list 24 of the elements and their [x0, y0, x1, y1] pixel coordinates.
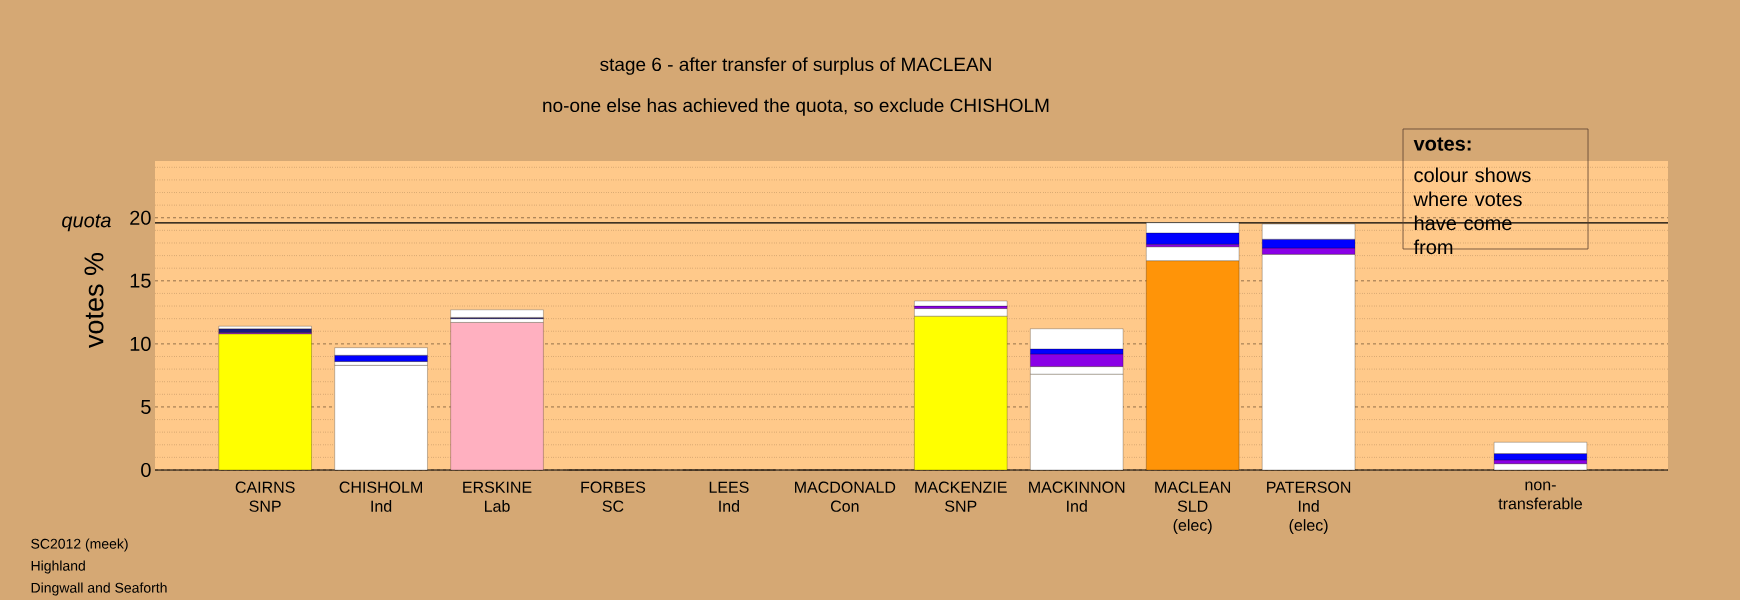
y-tick-label: 10 — [130, 336, 151, 351]
x-tick-label: MACKINNON Ind — [1029, 481, 1125, 512]
ref-line-label: quota — [62, 214, 111, 232]
text: SC2012 (meek) — [31, 538, 128, 552]
x-tick-label: CHISHOLM Ind — [339, 481, 422, 512]
x-tick-label: LEES Ind — [709, 481, 749, 512]
x-tick-label: ERSKINE Lab — [463, 481, 532, 512]
y-tick-label: 5 — [141, 399, 151, 414]
text: votes: — [1413, 137, 1471, 151]
x-tick-label: MACLEAN SLD (elec) — [1155, 481, 1231, 535]
y-tick-label: 0 — [141, 462, 151, 478]
x-tick-label: CAIRNS SNP — [235, 481, 295, 512]
y-axis-title: votes % — [84, 252, 104, 348]
text: Highland — [31, 560, 85, 574]
x-tick-label: non-transferable — [1498, 481, 1582, 510]
y-tick-label: 20 — [130, 210, 151, 225]
chart-title: stage 6 - after transfer of surplus of MACLEAN — [600, 57, 991, 75]
text: Dingwall and Seaforth — [31, 582, 167, 596]
chart-subtitle: no-one else has achieved the quota, so exclude CHISHOLM — [543, 98, 1049, 116]
y-tick-label: 15 — [130, 273, 151, 288]
x-tick-label: MACDONALD Con — [795, 481, 896, 512]
x-tick-label: PATERSON Ind (elec) — [1267, 481, 1351, 535]
x-tick-label: MACKENZIE SNP — [915, 481, 1007, 512]
x-tick-label: FORBES SC — [581, 481, 646, 512]
